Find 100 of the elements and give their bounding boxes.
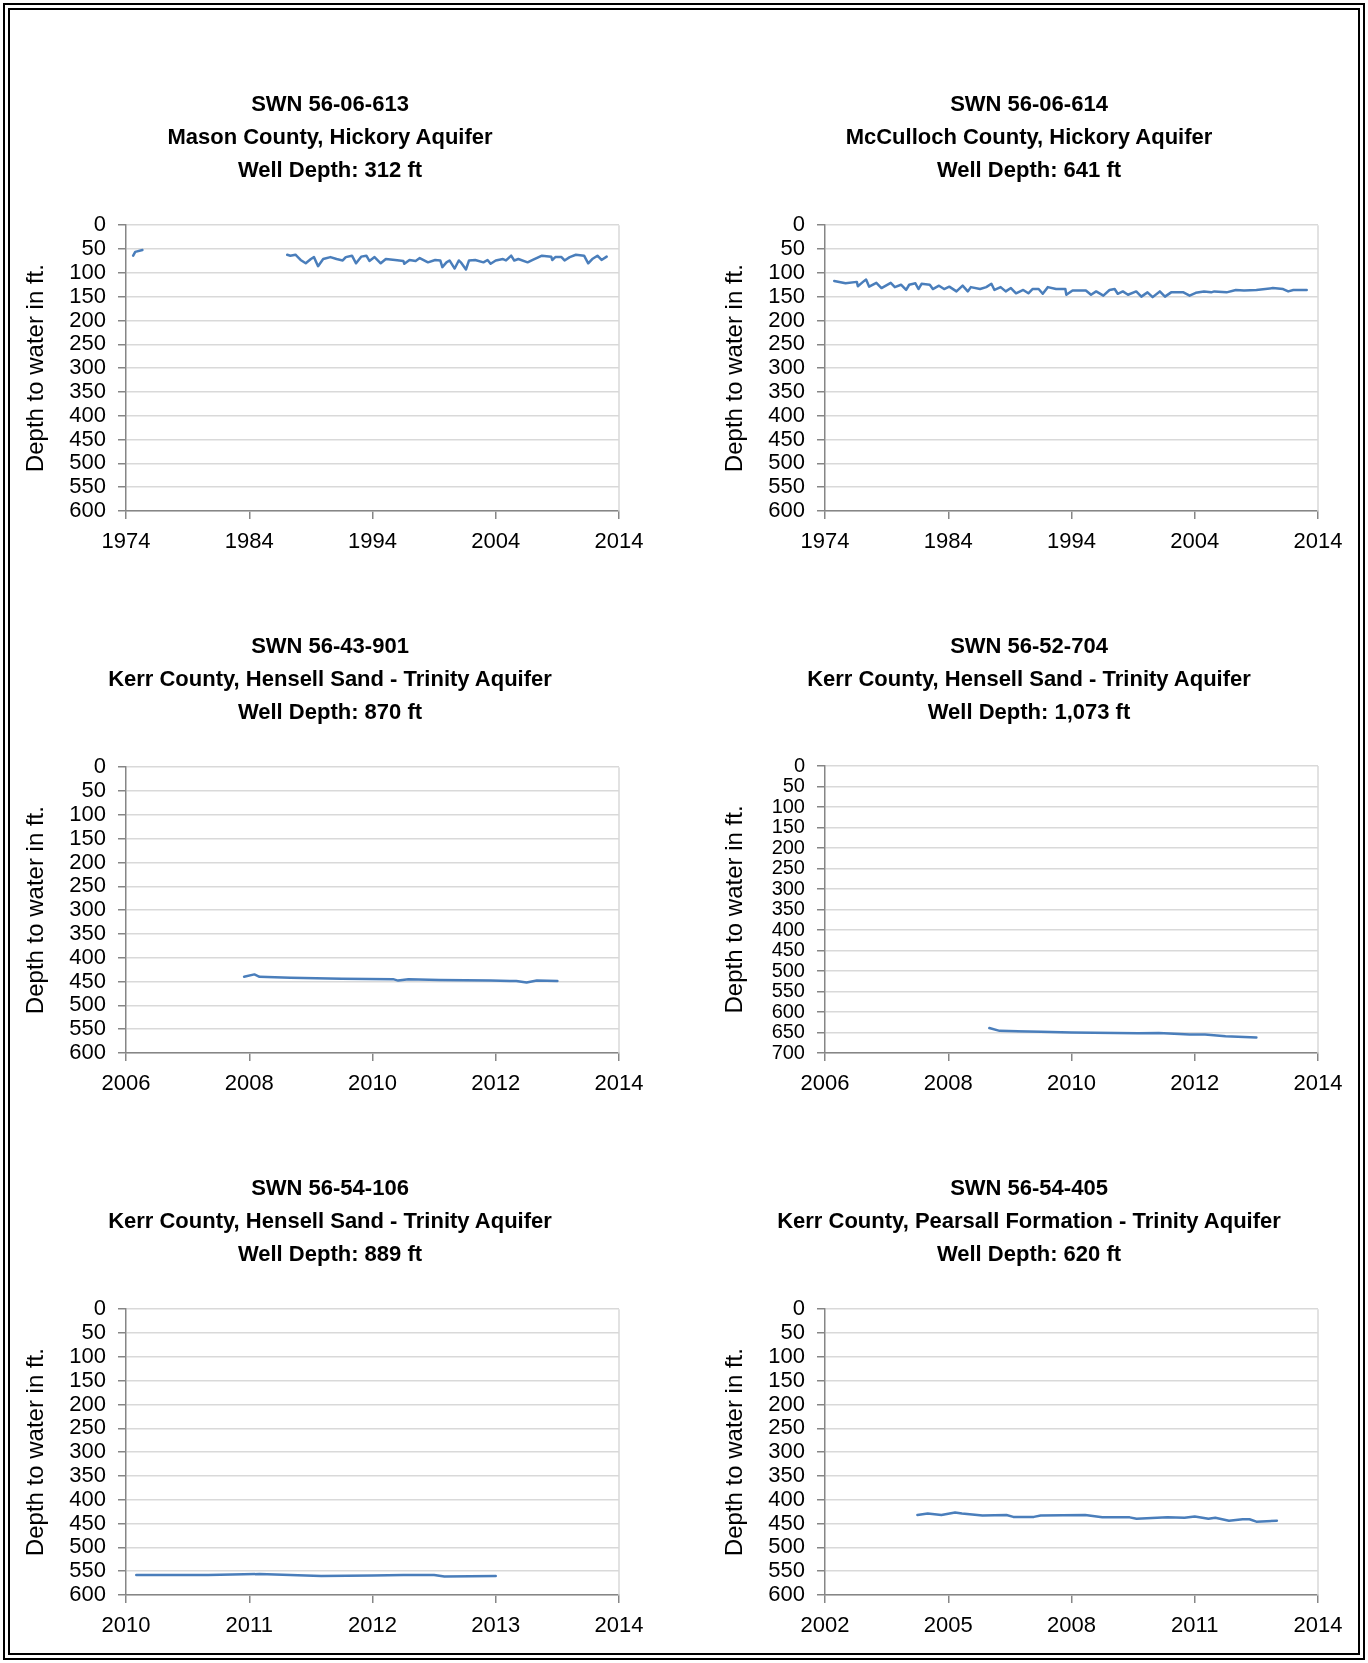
- x-tick-label: 2014: [594, 1070, 644, 1096]
- x-tick-label: 2010: [348, 1070, 397, 1096]
- chart-subtitle: Kerr County, Hensell Sand - Trinity Aquifer: [108, 1208, 552, 1233]
- y-tick-label: 250: [69, 1414, 106, 1440]
- x-tick-label: 2004: [471, 528, 521, 554]
- y-tick-label: 150: [69, 824, 106, 850]
- chart-subtitle: Mason County, Hickory Aquifer: [167, 124, 493, 149]
- y-tick-label: 50: [81, 1319, 106, 1345]
- y-tick-label: 150: [69, 1366, 106, 1392]
- y-tick-label: 450: [69, 425, 106, 451]
- x-tick-label: 2014: [594, 528, 644, 554]
- x-tick-label: 2011: [1171, 1612, 1219, 1638]
- x-tick-label: 1974: [101, 528, 151, 554]
- y-tick-label: 250: [69, 330, 106, 356]
- x-tick-label: 1994: [348, 528, 397, 554]
- y-axis-title: Depth to water in ft.: [720, 264, 748, 473]
- y-tick-label: 150: [768, 1366, 805, 1392]
- x-tick-label: 2014: [1293, 1070, 1343, 1096]
- y-tick-label: 250: [69, 872, 106, 898]
- y-tick-label: 450: [768, 425, 805, 451]
- y-tick-label: 600: [768, 497, 805, 523]
- y-tick-label: 550: [768, 473, 805, 499]
- x-tick-label: 2012: [348, 1612, 397, 1638]
- y-tick-label: 500: [69, 991, 106, 1017]
- y-tick-label: 450: [768, 1509, 805, 1535]
- y-axis-title: Depth to water in ft.: [720, 1348, 748, 1557]
- y-tick-label: 50: [780, 1319, 805, 1345]
- y-tick-label: 650: [771, 1020, 805, 1043]
- chart-subtitle: Kerr County, Hensell Sand - Trinity Aquifer: [807, 666, 1251, 691]
- text: Well Depth: 1,073 ft: [927, 699, 1131, 724]
- y-tick-label: 200: [768, 306, 805, 332]
- y-axis-title: Depth to water in ft.: [21, 806, 49, 1015]
- chart-title: SWN 56-43-901: [251, 633, 409, 658]
- y-tick-label: 700: [771, 1040, 805, 1063]
- y-tick-label: 400: [768, 401, 805, 427]
- y-tick-label: 600: [69, 1039, 106, 1065]
- y-tick-label: 50: [81, 777, 106, 803]
- x-tick-label: 2002: [800, 1612, 850, 1638]
- chart-subtitle: McCulloch County, Hickory Aquifer: [845, 124, 1213, 149]
- y-tick-label: 400: [771, 917, 805, 940]
- y-tick-label: 0: [93, 753, 106, 779]
- y-tick-label: 350: [768, 377, 805, 403]
- y-tick-label: 0: [792, 211, 805, 237]
- y-tick-label: 400: [768, 1485, 805, 1511]
- y-tick-label: 200: [69, 1390, 106, 1416]
- y-tick-label: 50: [782, 774, 805, 797]
- y-tick-label: 100: [768, 258, 805, 284]
- x-tick-label: 2006: [101, 1070, 151, 1096]
- y-tick-label: 450: [69, 1509, 106, 1535]
- x-tick-label: 2012: [471, 1070, 521, 1096]
- text: Well Depth: 620 ft: [936, 1241, 1122, 1266]
- y-tick-label: 50: [81, 235, 106, 261]
- chart-title: SWN 56-06-614: [950, 91, 1108, 116]
- y-tick-label: 100: [69, 800, 106, 826]
- text: Well Depth: 641 ft: [936, 157, 1122, 182]
- y-tick-label: 300: [768, 1438, 805, 1464]
- x-tick-label: 2014: [594, 1612, 644, 1638]
- y-tick-label: 400: [69, 401, 106, 427]
- y-tick-label: 200: [768, 1390, 805, 1416]
- y-tick-label: 100: [768, 1342, 805, 1368]
- y-axis-title: Depth to water in ft.: [21, 1348, 49, 1557]
- y-axis-title: Depth to water in ft.: [720, 805, 748, 1014]
- chart-title: SWN 56-54-405: [950, 1175, 1108, 1200]
- y-tick-label: 0: [792, 1295, 805, 1321]
- y-tick-label: 500: [69, 449, 106, 475]
- y-tick-label: 100: [69, 258, 106, 284]
- y-tick-label: 300: [69, 896, 106, 922]
- x-tick-label: 1974: [800, 528, 850, 554]
- chart-title: SWN 56-54-106: [251, 1175, 409, 1200]
- chart-title: SWN 56-52-704: [950, 633, 1108, 658]
- chart-subtitle: Kerr County, Pearsall Formation - Trinity Aquifer: [777, 1208, 1281, 1233]
- x-tick-label: 2006: [800, 1070, 850, 1096]
- y-tick-label: 600: [69, 1581, 106, 1607]
- y-tick-label: 600: [771, 999, 805, 1022]
- y-tick-label: 500: [771, 958, 805, 981]
- x-tick-label: 2008: [224, 1070, 274, 1096]
- y-tick-label: 200: [771, 835, 805, 858]
- y-tick-label: 0: [793, 753, 805, 776]
- y-tick-label: 600: [768, 1581, 805, 1607]
- y-tick-label: 500: [768, 1533, 805, 1559]
- y-tick-label: 250: [768, 1414, 805, 1440]
- y-tick-label: 550: [69, 473, 106, 499]
- y-tick-label: 400: [69, 943, 106, 969]
- x-tick-label: 2014: [1293, 1612, 1343, 1638]
- y-tick-label: 450: [771, 938, 805, 961]
- x-tick-label: 1994: [1047, 528, 1096, 554]
- y-tick-label: 100: [69, 1342, 106, 1368]
- y-tick-label: 300: [69, 1438, 106, 1464]
- y-tick-label: 150: [69, 282, 106, 308]
- x-tick-label: 2008: [923, 1070, 973, 1096]
- chart-title: SWN 56-06-613: [251, 91, 409, 116]
- y-tick-label: 400: [69, 1485, 106, 1511]
- y-tick-label: 50: [780, 235, 805, 261]
- x-tick-label: 1984: [923, 528, 973, 554]
- y-tick-label: 500: [768, 449, 805, 475]
- y-tick-label: 250: [768, 330, 805, 356]
- y-tick-label: 150: [768, 282, 805, 308]
- x-tick-label: 2014: [1293, 528, 1343, 554]
- y-axis-title: Depth to water in ft.: [21, 264, 49, 473]
- y-tick-label: 550: [771, 979, 805, 1002]
